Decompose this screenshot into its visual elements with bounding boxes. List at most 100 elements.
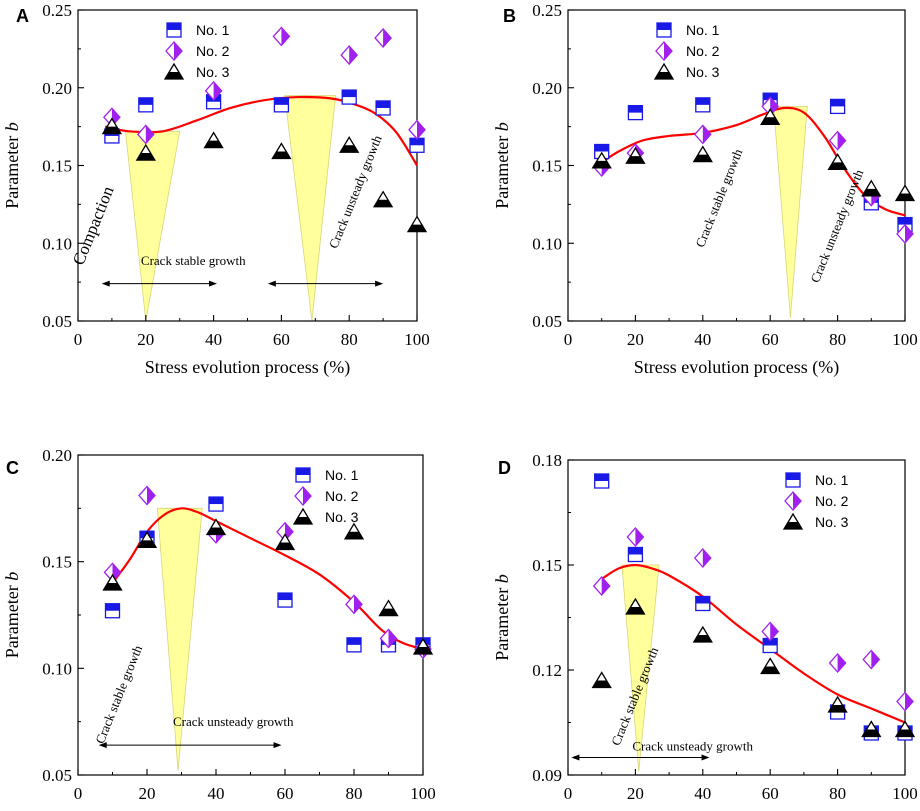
panel-b-ytick-label: 0.25 <box>532 1 562 20</box>
panel-b-point-no-1 <box>829 98 846 115</box>
panel-a-zone-2 <box>284 95 337 322</box>
panel-b-xlabel: Stress evolution process (%) <box>634 357 839 378</box>
panel-b-point-no-3 <box>591 151 612 169</box>
panel-c-ytick-label: 0.10 <box>42 659 72 678</box>
panel-d-xtick-label: 60 <box>762 784 779 803</box>
panel-a-ylabel: Parameter b <box>2 122 22 208</box>
panel-b-xtick-label: 60 <box>762 330 779 349</box>
panel-c-fit-curve <box>111 507 424 651</box>
panel-c-ytick-label: 0.20 <box>42 446 72 465</box>
panel-d-annotation-2: Crack unsteady growth <box>632 739 753 754</box>
panel-d-point-no-1 <box>627 546 644 563</box>
panel-a-point-no-3 <box>203 131 224 149</box>
panel-b-legend-label: No. 3 <box>686 64 720 80</box>
panel-c-xtick-label: 60 <box>277 784 294 803</box>
panel-a-ytick-label: 0.25 <box>42 1 72 20</box>
panel-a-legend-label: No. 1 <box>196 22 230 38</box>
panel-b-ytick-label: 0.05 <box>532 312 562 331</box>
panel-d-point-no-3 <box>894 720 916 738</box>
panel-c-zone-1 <box>156 507 203 771</box>
panel-b-xtick-label: 0 <box>564 330 573 349</box>
panel-c-legend-no-3: No. 3 <box>292 507 359 525</box>
panel-c-letter: C <box>6 458 19 478</box>
panel-a-point-no-2 <box>272 26 291 47</box>
panel-d-point-no-3 <box>692 625 713 643</box>
panel-b-legend-no-1: No. 1 <box>656 22 720 38</box>
panel-b-point-no-2 <box>896 223 914 244</box>
panel-a-arrow-2 <box>267 280 384 287</box>
panel-d-xtick-label: 20 <box>627 784 644 803</box>
panel-d-ytick-label: 0.09 <box>532 766 562 785</box>
panel-d-point-no-3 <box>861 720 882 738</box>
panel-a-legend-no-2: No. 2 <box>165 41 230 61</box>
panel-a-point-no-3 <box>339 136 360 153</box>
panel-a-legend-label: No. 2 <box>196 43 230 59</box>
panel-a: A 0 20 40 60 80 100 0.05 0.10 0.15 0.20 0.25 Stress … <box>2 1 430 378</box>
panel-b-legend-no-3: No. 3 <box>653 62 720 80</box>
panel-c-legend-label: No. 1 <box>325 467 359 483</box>
panel-c-xtick-label: 80 <box>346 784 363 803</box>
panel-b-ytick-label: 0.10 <box>532 234 562 253</box>
panel-d-point-no-3 <box>760 657 781 675</box>
panel-a-legend-marker-no-2 <box>165 41 183 61</box>
panel-a-legend-marker-no-1 <box>166 22 182 38</box>
panel-b-legend-marker-no-1 <box>656 22 672 38</box>
panel-a-letter: A <box>16 6 29 26</box>
panel-d-xtick-label: 0 <box>564 784 573 803</box>
panel-a-legend-no-3: No. 3 <box>163 62 230 80</box>
panel-a-ytick-label: 0.15 <box>42 157 72 176</box>
panel-d-legend-label: No. 3 <box>815 514 849 530</box>
panel-d-ylabel: Parameter b <box>492 574 512 660</box>
panel-c-annotation-1: Crack stable growth <box>92 643 145 746</box>
panel-c-legend-no-1: No. 1 <box>295 467 359 483</box>
panel-b-legend-no-2: No. 2 <box>655 41 720 61</box>
panel-c-point-no-3 <box>378 599 399 617</box>
panel-d-point-no-3 <box>827 695 848 713</box>
panel-d-point-no-2 <box>862 649 881 670</box>
panel-c-point-no-1 <box>346 637 362 653</box>
panel-c-point-no-3 <box>343 522 365 540</box>
panel-c-legend-no-2: No. 2 <box>294 486 359 506</box>
panel-b-point-no-3 <box>827 153 848 171</box>
panel-d-point-no-1 <box>695 595 711 612</box>
panel-b-xtick-label: 80 <box>829 330 846 349</box>
panel-d-point-no-2 <box>626 527 645 547</box>
panel-b-point-no-2 <box>828 130 847 151</box>
panel-c-xtick-label: 40 <box>208 784 225 803</box>
panel-a-point-no-1 <box>375 100 391 116</box>
panel-b-point-no-3 <box>861 179 882 197</box>
panel-d-xtick-label: 40 <box>694 784 711 803</box>
panel-a-point-no-1 <box>273 97 290 113</box>
panel-c-xtick-label: 100 <box>410 784 436 803</box>
panel-b-legend-marker-no-2 <box>655 41 673 61</box>
panel-b-fit-curve <box>601 106 906 217</box>
panel-b: B 0 20 40 60 80 100 0.05 0.10 0.15 0.20 0.25 Stress … <box>492 1 918 378</box>
panel-a-legend-label: No. 3 <box>196 64 230 80</box>
panel-b-point-no-2 <box>761 96 780 117</box>
panel-a-ytick-label: 0.10 <box>42 234 72 253</box>
panel-a-xtick-label: 100 <box>404 330 430 349</box>
panel-a-point-no-1 <box>341 89 357 105</box>
panel-b-zone-1 <box>773 106 808 318</box>
panel-c-legend-label: No. 3 <box>325 509 359 525</box>
panel-d-fit-curve <box>601 563 906 724</box>
panel-d-point-no-3 <box>625 597 646 615</box>
panel-b-legend-marker-no-3 <box>653 62 675 80</box>
panel-c-legend-marker-no-2 <box>294 486 312 506</box>
panel-d-point-no-2 <box>896 691 914 712</box>
panel-d-ytick-label: 0.12 <box>532 661 562 680</box>
panel-a-xtick-label: 20 <box>137 330 154 349</box>
panel-c-xtick-label: 20 <box>139 784 156 803</box>
panel-d-ytick-label: 0.18 <box>532 451 562 470</box>
panel-d-legend-no-1: No. 1 <box>785 472 849 488</box>
panel-a-point-no-1 <box>138 97 154 113</box>
panel-b-point-no-3 <box>894 184 916 202</box>
panel-b-ytick-label: 0.20 <box>532 79 562 98</box>
panel-d-ytick-label: 0.15 <box>532 556 562 575</box>
panel-b-xtick-label: 40 <box>694 330 711 349</box>
panel-d-legend-label: No. 1 <box>815 472 849 488</box>
panel-d-xtick-label: 80 <box>829 784 846 803</box>
